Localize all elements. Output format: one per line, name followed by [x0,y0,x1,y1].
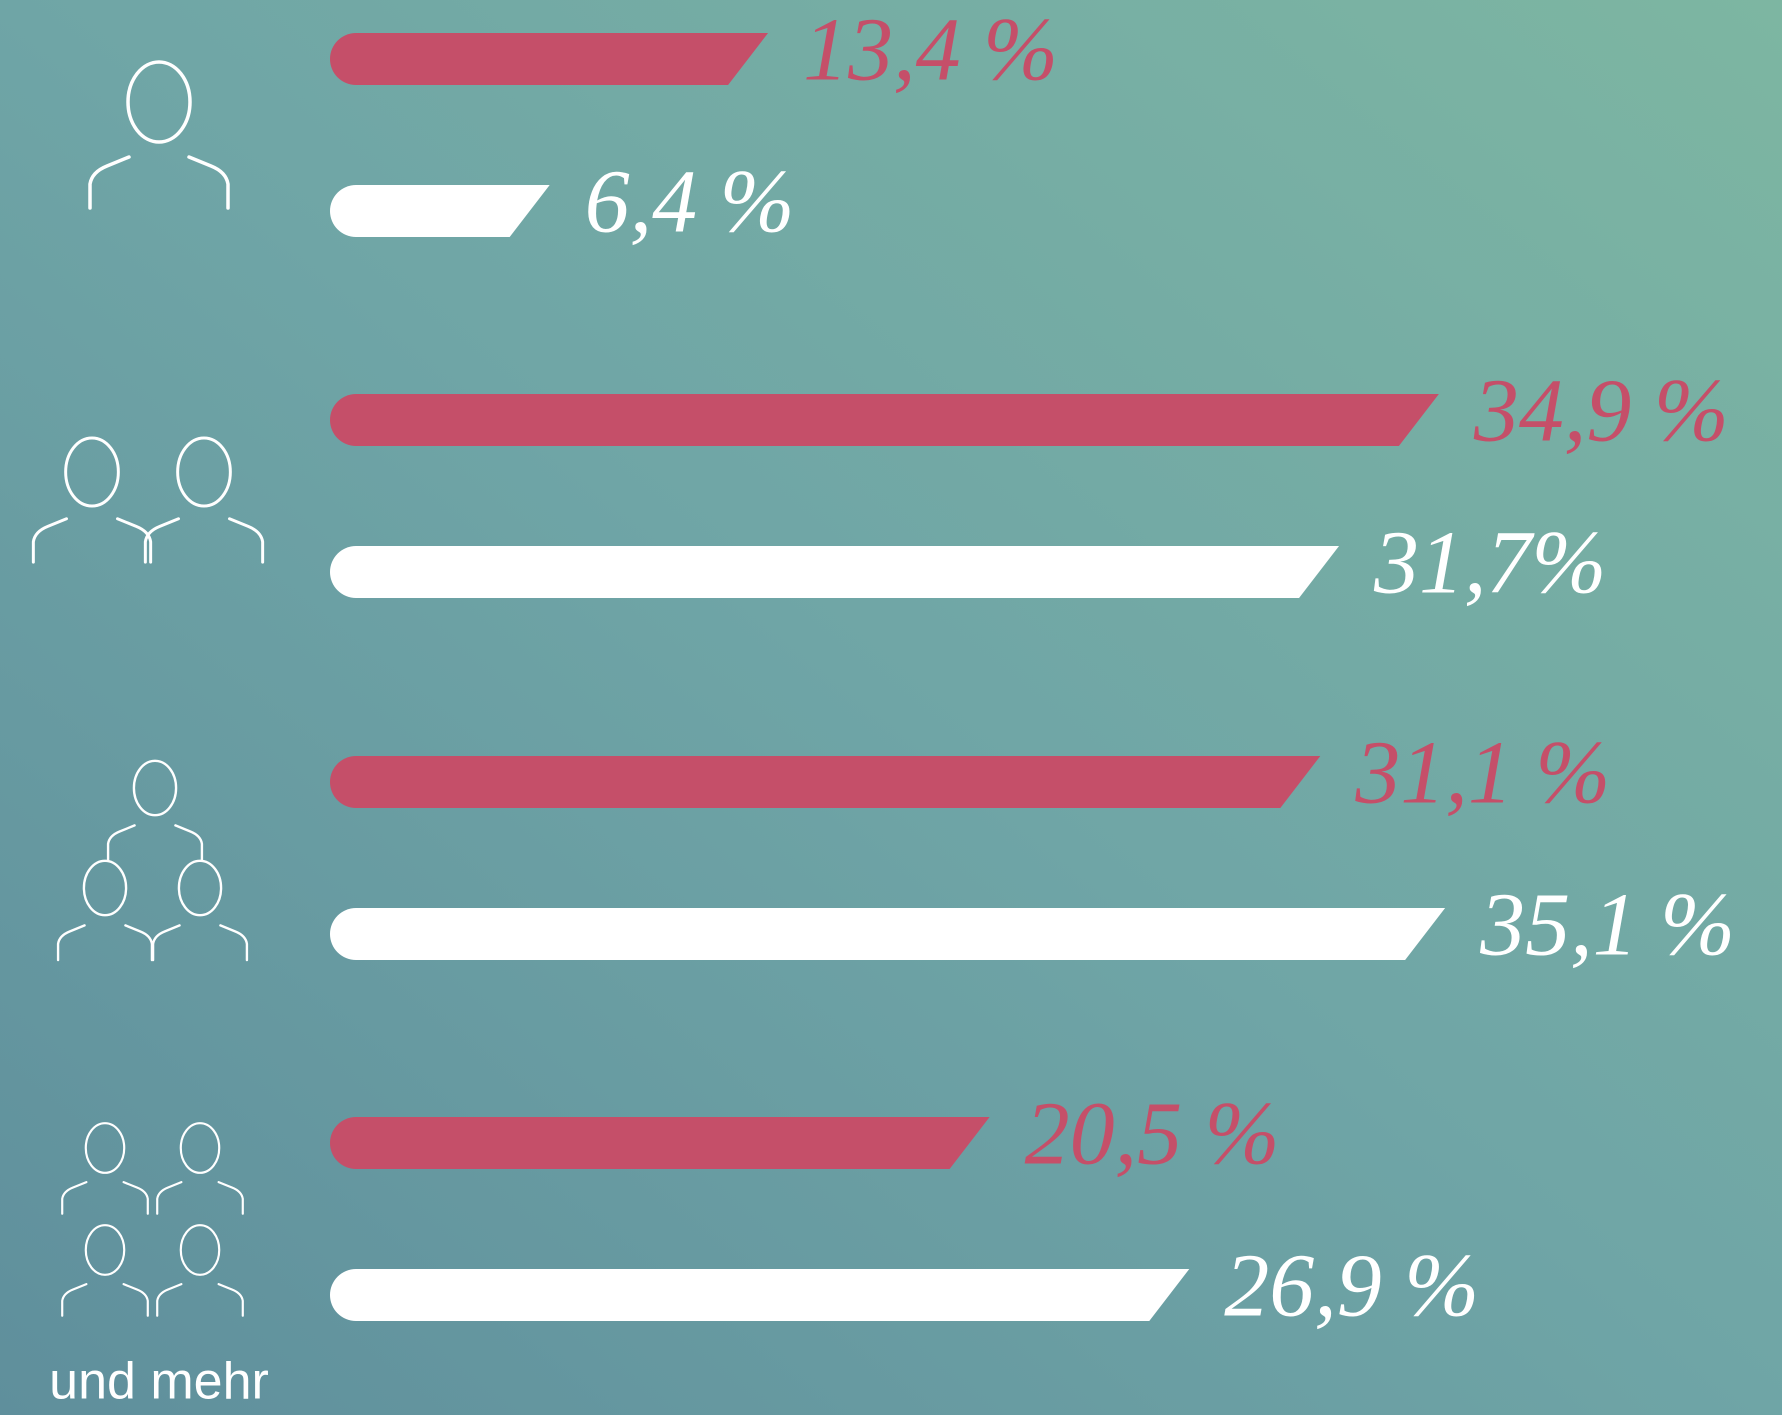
bar [330,1117,990,1169]
value-label: 34,9 % [1473,362,1729,461]
bar [330,33,769,85]
bar [330,908,1446,960]
value-label: 35,1 % [1479,876,1735,975]
bar [330,756,1321,808]
value-label: 26,9 % [1224,1237,1479,1336]
bar [330,185,550,237]
value-label: 31,7% [1373,514,1606,613]
bar [330,546,1340,598]
value-label: 31,1 % [1354,724,1610,823]
value-label: 20,5 % [1025,1085,1280,1184]
category-label: und mehr [49,1353,269,1411]
bar [330,1269,1190,1321]
value-label: 13,4 % [803,1,1058,100]
bar [330,394,1439,446]
value-label: 6,4 % [585,153,795,252]
